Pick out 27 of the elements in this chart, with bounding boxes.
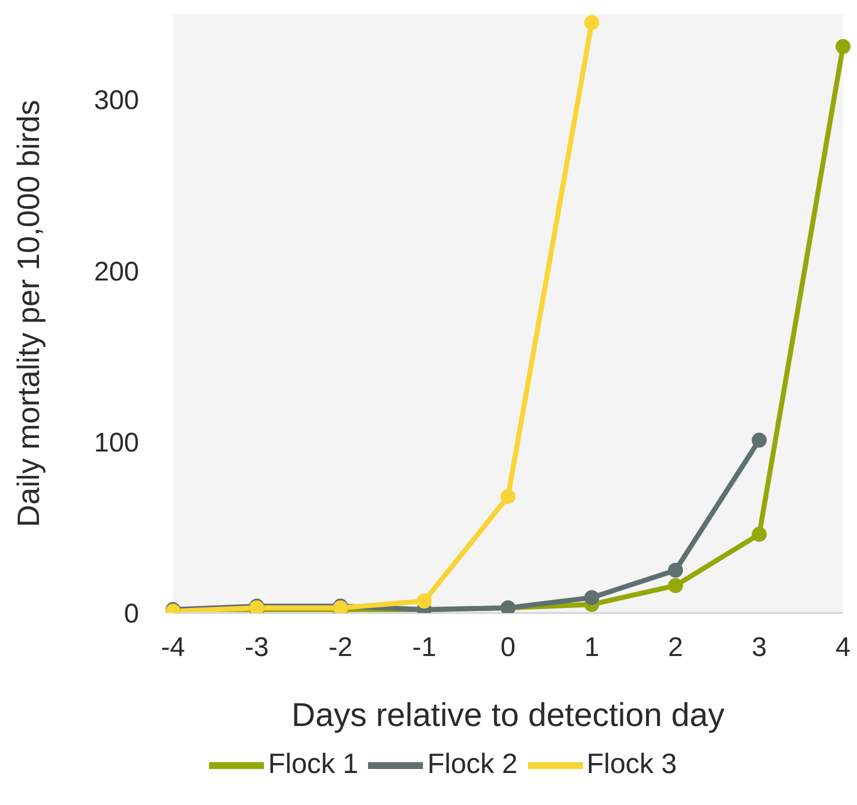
x-tick-label: 0 [500,632,516,662]
y-tick-label: 0 [124,598,139,629]
x-axis-title: Days relative to detection day [292,696,725,733]
point [752,526,767,542]
legend-label: Flock 2 [427,748,518,779]
x-tick-label: -3 [244,632,269,662]
x-tick-label: -4 [160,632,186,662]
x-tick-label: 4 [835,632,851,662]
y-tick-label: 200 [94,256,139,286]
point [584,15,600,30]
x-tick-label: -2 [328,632,353,662]
legend-label: Flock 3 [586,748,677,779]
y-tick-label: 100 [94,427,139,458]
x-tick-label: 1 [584,632,600,662]
x-tick-label: 2 [668,632,684,662]
x-tick-label: 3 [752,632,767,662]
point [752,432,767,448]
point [416,594,432,609]
legend-label: Flock 1 [268,748,358,779]
x-tick-label: -1 [412,632,436,662]
y-axis-title: Daily mortality per 10,000 birds [11,100,46,528]
point [668,578,683,594]
y-tick-label: 300 [94,85,139,116]
point [836,39,850,54]
point [668,562,683,578]
point [500,489,516,504]
point [584,590,600,606]
